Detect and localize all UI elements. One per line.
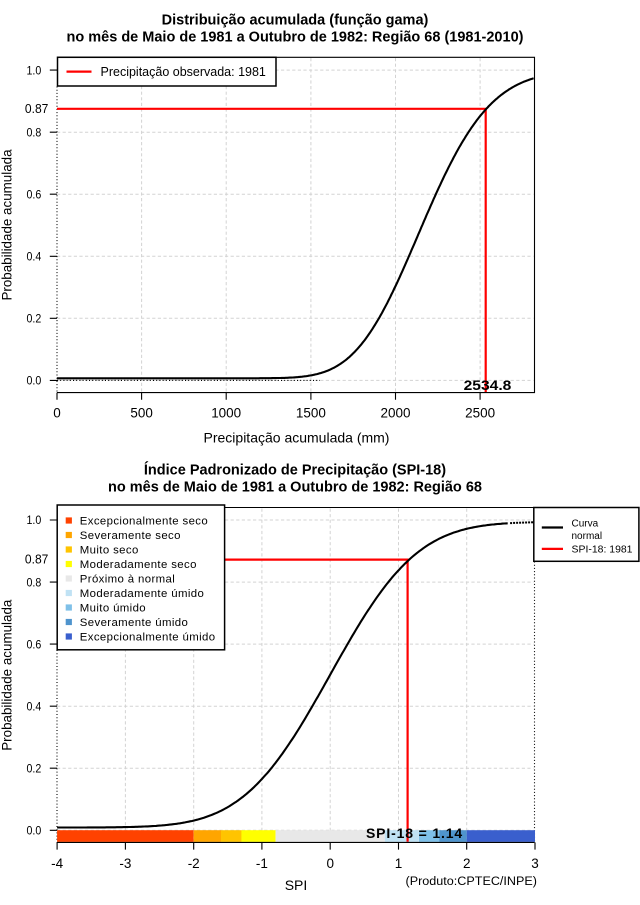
svg-text:(Produto:CPTEC/INPE): (Produto:CPTEC/INPE): [406, 874, 538, 888]
svg-text:0.87: 0.87: [25, 101, 49, 116]
svg-text:Excepcionalmente seco: Excepcionalmente seco: [80, 516, 208, 528]
svg-text:no mês de Maio de 1981 a Outub: no mês de Maio de 1981 a Outubro de 1982…: [67, 30, 524, 46]
svg-text:0.8: 0.8: [27, 575, 42, 589]
svg-text:0: 0: [326, 856, 334, 871]
svg-text:Curva: Curva: [572, 518, 599, 529]
svg-text:2534.8: 2534.8: [464, 377, 512, 393]
svg-text:0.8: 0.8: [27, 125, 42, 139]
svg-text:0.87: 0.87: [25, 552, 49, 567]
svg-text:Severamente seco: Severamente seco: [80, 530, 181, 542]
svg-text:Distribuição acumulada (função: Distribuição acumulada (função gama): [162, 12, 429, 28]
svg-text:1.0: 1.0: [27, 63, 42, 77]
svg-text:SPI: SPI: [285, 877, 308, 893]
svg-text:Probabilidade acumulada: Probabilidade acumulada: [0, 599, 15, 751]
svg-text:Moderadamente seco: Moderadamente seco: [80, 559, 197, 571]
svg-text:no mês de Maio de 1981 a Outub: no mês de Maio de 1981 a Outubro de 1982…: [108, 480, 482, 496]
svg-text:2: 2: [463, 856, 471, 871]
svg-text:0.0: 0.0: [27, 824, 42, 838]
svg-text:Muito seco: Muito seco: [80, 545, 139, 557]
svg-text:Muito úmido: Muito úmido: [80, 603, 146, 615]
svg-text:1: 1: [395, 856, 403, 871]
svg-text:2000: 2000: [381, 406, 411, 421]
svg-text:Excepcionalmente úmido: Excepcionalmente úmido: [80, 632, 216, 644]
svg-text:-2: -2: [188, 856, 200, 871]
svg-text:-4: -4: [51, 856, 63, 871]
svg-text:1000: 1000: [211, 406, 241, 421]
svg-text:0.2: 0.2: [27, 761, 42, 775]
svg-text:SPI-18 = 1.14: SPI-18 = 1.14: [366, 825, 463, 841]
svg-text:0: 0: [53, 406, 61, 421]
svg-text:0.4: 0.4: [27, 250, 42, 264]
svg-text:1500: 1500: [296, 406, 326, 421]
svg-text:2500: 2500: [465, 406, 495, 421]
svg-text:Moderadamente úmido: Moderadamente úmido: [80, 588, 204, 600]
svg-text:Precipitação acumulada (mm): Precipitação acumulada (mm): [204, 430, 390, 446]
svg-text:-1: -1: [256, 856, 268, 871]
svg-text:-3: -3: [119, 856, 131, 871]
svg-text:0.2: 0.2: [27, 312, 42, 326]
svg-text:500: 500: [130, 406, 152, 421]
svg-text:0.6: 0.6: [27, 637, 42, 651]
svg-text:normal: normal: [572, 531, 603, 542]
svg-text:0.0: 0.0: [27, 374, 42, 388]
svg-text:Índice Padronizado de Precipit: Índice Padronizado de Precipitação (SPI-…: [144, 462, 446, 479]
svg-text:0.6: 0.6: [27, 187, 42, 201]
svg-text:0.4: 0.4: [27, 699, 42, 713]
svg-text:Severamente úmido: Severamente úmido: [80, 617, 188, 629]
svg-text:Próximo à normal: Próximo à normal: [80, 574, 175, 586]
svg-text:Probabilidade acumulada: Probabilidade acumulada: [0, 149, 15, 301]
svg-text:Precipitação observada: 1981: Precipitação observada: 1981: [101, 65, 266, 79]
svg-text:1.0: 1.0: [27, 513, 42, 527]
svg-text:3: 3: [531, 856, 539, 871]
svg-text:SPI-18: 1981: SPI-18: 1981: [572, 544, 633, 555]
